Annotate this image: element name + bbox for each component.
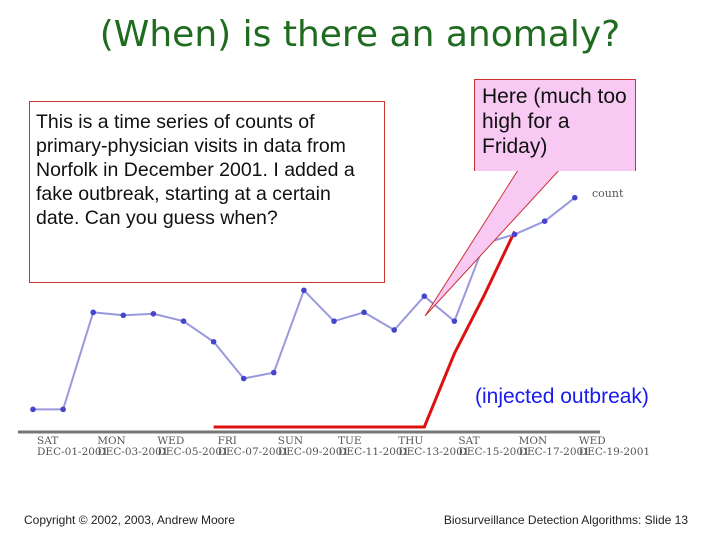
x-tick-date: DEC-15-2001 xyxy=(458,446,529,458)
x-tick-date: DEC-07-2001 xyxy=(218,446,289,458)
data-point xyxy=(210,338,217,345)
x-tick-day: SUN xyxy=(278,435,303,447)
x-tick-day: WED xyxy=(579,435,606,447)
x-tick-date: DEC-05-2001 xyxy=(157,446,228,458)
x-tick-date: DEC-17-2001 xyxy=(519,446,590,458)
data-point xyxy=(511,231,518,238)
data-point xyxy=(90,309,96,316)
data-point xyxy=(150,311,157,317)
data-point xyxy=(391,327,398,333)
data-point xyxy=(180,318,187,324)
x-tick-day: MON xyxy=(97,435,126,447)
injected-outbreak-line xyxy=(213,230,516,429)
explanation-note: This is a time series of counts of prima… xyxy=(29,101,385,283)
data-point xyxy=(301,287,307,294)
x-tick-date: DEC-03-2001 xyxy=(97,446,168,458)
x-tick-date: DEC-19-2001 xyxy=(579,446,650,458)
data-point xyxy=(361,309,367,316)
footer-slide-info: Biosurveillance Detection Algorithms: Sl… xyxy=(443,513,688,527)
x-tick-day: FRI xyxy=(218,435,237,447)
data-point xyxy=(60,406,66,413)
anomaly-callout: Here (much too high for a Friday) xyxy=(474,79,636,171)
data-point xyxy=(541,218,548,224)
x-tick-date: DEC-13-2001 xyxy=(398,446,469,458)
x-tick-day: WED xyxy=(157,435,184,447)
x-tick-day: SAT xyxy=(458,435,479,447)
x-tick-date: DEC-01-2001 xyxy=(37,446,108,458)
data-point xyxy=(240,375,247,382)
callout-pointer xyxy=(424,166,564,317)
x-tick-day: TUE xyxy=(338,435,362,447)
data-point xyxy=(572,194,578,201)
injected-outbreak-label: (injected outbreak) xyxy=(475,385,649,408)
data-point xyxy=(421,293,428,299)
data-point xyxy=(451,318,458,324)
data-point xyxy=(271,369,277,376)
x-tick-day: MON xyxy=(519,435,548,447)
legend-count: count xyxy=(592,187,624,200)
data-point xyxy=(120,312,127,319)
slide-title: (When) is there an anomaly? xyxy=(99,14,621,55)
data-point xyxy=(30,406,36,413)
data-point xyxy=(331,318,337,324)
footer-copyright: Copyright © 2002, 2003, Andrew Moore xyxy=(24,513,235,527)
x-tick-day: THU xyxy=(398,435,423,447)
x-tick-date: DEC-09-2001 xyxy=(278,446,349,458)
x-tick-day: SAT xyxy=(37,435,58,447)
x-tick-date: DEC-11-2001 xyxy=(338,446,409,458)
